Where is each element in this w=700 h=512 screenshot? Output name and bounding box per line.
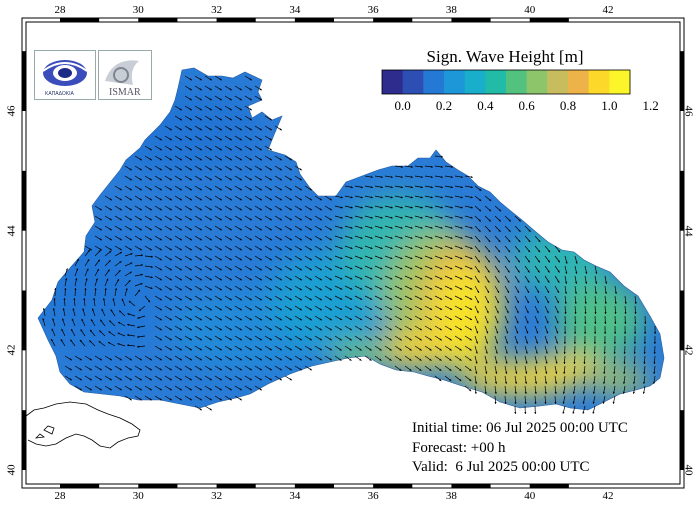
colorbar-tick-label: 1.0 [601, 98, 617, 114]
lat-tick-label: 46 [6, 106, 18, 117]
ismar-logo-icon [99, 51, 151, 91]
lat-tick-label: 44 [683, 225, 695, 236]
wave-height-field [30, 40, 680, 440]
lon-tick-label: 38 [446, 4, 457, 16]
wave-direction-arrow [514, 406, 516, 414]
lon-tick-label: 30 [133, 490, 144, 502]
lon-tick-label: 40 [524, 490, 535, 502]
lon-tick-label: 42 [603, 490, 614, 502]
valid-time-text: Valid: 6 Jul 2025 00:00 UTC [412, 459, 590, 476]
lon-tick-label: 28 [55, 4, 66, 16]
lon-tick-label: 38 [446, 490, 457, 502]
lat-tick-label: 44 [6, 225, 18, 236]
colorbar-title: Sign. Wave Height [m] [370, 47, 640, 67]
coastline-marmara [26, 402, 140, 448]
wave-direction-arrow [285, 376, 292, 380]
colorbar-tick-label: 0.8 [560, 98, 576, 114]
lat-tick-label: 40 [683, 465, 695, 476]
lon-tick-label: 28 [55, 490, 66, 502]
lon-tick-label: 36 [368, 490, 379, 502]
logo-right-text: ΙSMAR [109, 87, 141, 98]
lon-tick-label: 42 [603, 4, 614, 16]
lon-tick-label: 34 [289, 4, 300, 16]
wave-direction-arrow [562, 406, 565, 414]
forecast-text: Forecast: +00 h [412, 440, 505, 457]
lat-tick-label: 42 [683, 345, 695, 356]
lat-tick-label: 42 [6, 345, 18, 356]
colorbar-tick-label: 0.6 [519, 98, 535, 114]
initial-time-text: Initial time: 06 Jul 2025 00:00 UTC [412, 420, 628, 437]
eye-logo-icon [35, 51, 95, 91]
lon-tick-label: 32 [211, 4, 222, 16]
lat-tick-label: 46 [683, 106, 695, 117]
lon-tick-label: 30 [133, 4, 144, 16]
lon-tick-label: 34 [289, 490, 300, 502]
lat-tick-label: 40 [6, 465, 18, 476]
lon-tick-label: 36 [368, 4, 379, 16]
colorbar-tick-label: 1.2 [643, 98, 659, 114]
wave-direction-arrow [205, 406, 212, 410]
lon-tick-label: 32 [211, 490, 222, 502]
colorbar-tick-label: 0.2 [436, 98, 452, 114]
logo-left: ΚΑΠΑΔΟΚΙΑ [34, 50, 96, 100]
logo-right: ΙSMAR [98, 50, 152, 100]
colorbar-tick-label: 0.0 [395, 98, 411, 114]
lon-tick-label: 40 [524, 4, 535, 16]
wave-direction-arrow [534, 406, 536, 414]
logo-left-text: ΚΑΠΑΔΟΚΙΑ [45, 91, 74, 97]
colorbar-tick-label: 0.4 [477, 98, 493, 114]
